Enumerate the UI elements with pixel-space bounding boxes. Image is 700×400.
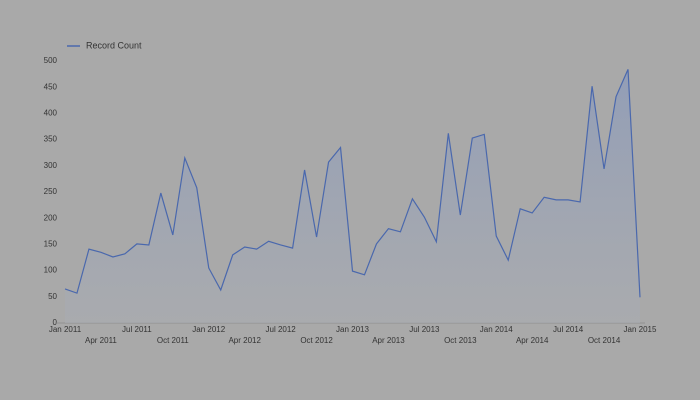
y-tick-label: 350: [44, 135, 58, 144]
x-tick-label: Jan 2013: [336, 325, 369, 334]
x-tick-label: Jan 2012: [192, 325, 225, 334]
x-tick-label: Apr 2014: [516, 336, 549, 345]
x-tick-label: Jul 2014: [553, 325, 584, 334]
y-tick-label: 500: [44, 56, 58, 65]
x-tick-label: Jan 2011: [49, 325, 82, 334]
line: [64, 69, 641, 298]
y-tick-label: 50: [48, 292, 57, 301]
x-tick-label: Oct 2011: [157, 336, 189, 345]
y-tick-label: 400: [44, 109, 58, 118]
y-tick-label: 250: [44, 187, 58, 196]
x-tick-label: Oct 2013: [444, 336, 477, 345]
x-tick-label: Jan 2015: [624, 325, 657, 334]
y-tick-label: 100: [44, 266, 58, 275]
x-tick-label: Apr 2013: [372, 336, 405, 345]
x-tick-label: Oct 2014: [588, 336, 621, 345]
y-tick-label: 150: [44, 240, 58, 249]
legend-label: Record Count: [86, 40, 142, 50]
y-tick-label: 450: [44, 82, 58, 91]
x-tick-label: Jul 2012: [266, 325, 297, 334]
area: [65, 69, 640, 323]
x-tick-label: Jan 2014: [480, 325, 513, 334]
x-tick-label: Apr 2011: [85, 336, 117, 345]
x-tick-label: Jul 2011: [122, 325, 152, 334]
y-tick-label: 200: [44, 213, 58, 222]
x-tick-label: Jul 2013: [409, 325, 440, 334]
y-tick-label: 300: [44, 161, 58, 170]
x-tick-label: Oct 2012: [300, 336, 333, 345]
x-tick-label: Apr 2012: [228, 336, 261, 345]
